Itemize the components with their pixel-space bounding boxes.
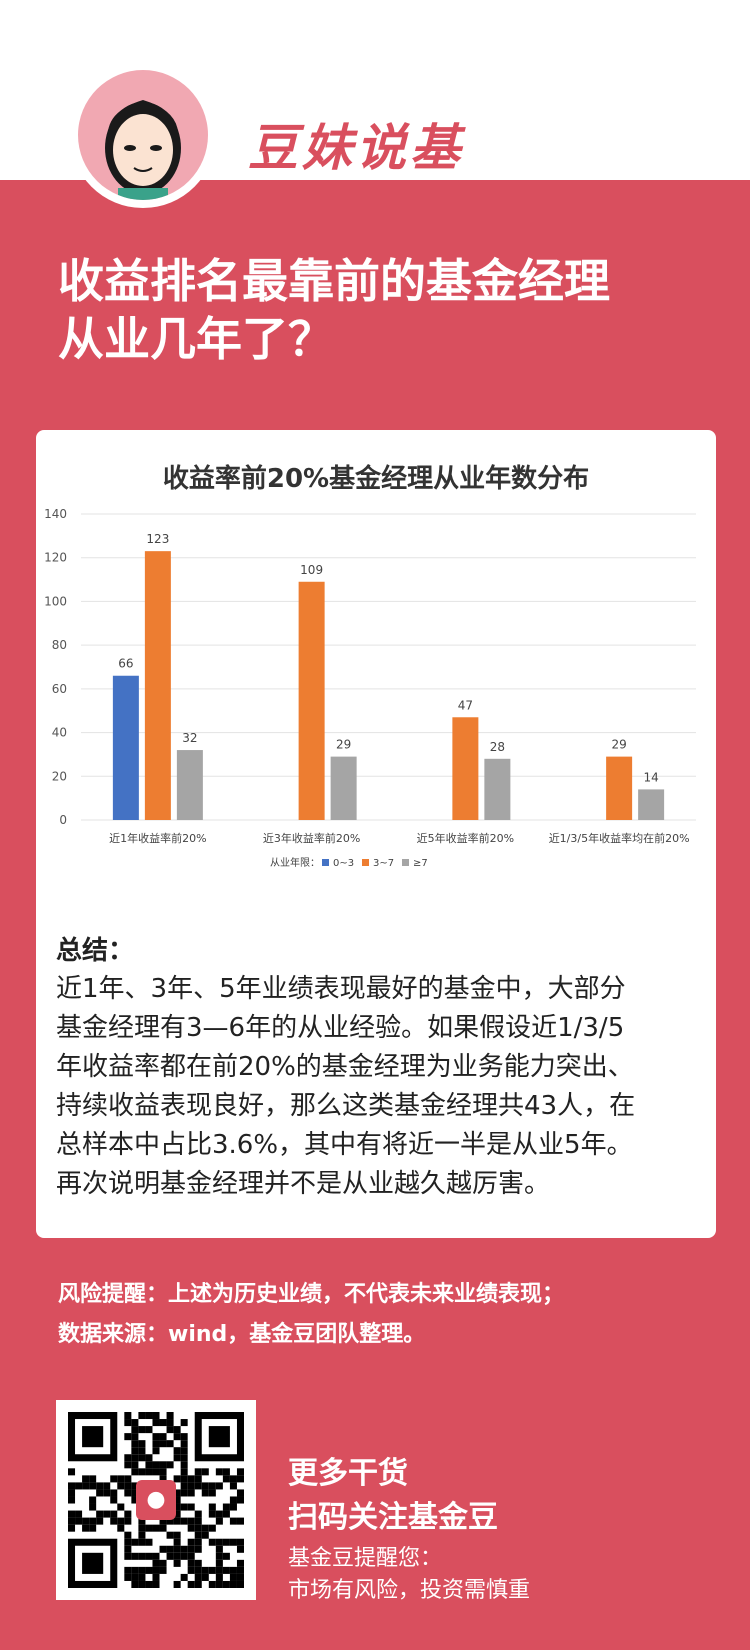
x-tick-label: 近3年收益率前20% [263,831,360,845]
summary-line: 持续收益表现良好，那么这类基金经理共43人，在 [56,1091,636,1121]
source-note: 数据来源：wind，基金豆团队整理。 [58,1322,426,1347]
qr-code[interactable]: ● [56,1400,256,1600]
data-label: 109 [300,563,323,577]
data-label: 29 [611,738,626,752]
y-tick-label: 20 [52,769,67,783]
summary-line: 总样本中占比3.6%，其中有将近一半是从业5年。 [56,1130,633,1160]
summary-body: 近1年、3年、5年业绩表现最好的基金中，大部分 基金经理有3—6年的从业经验。如… [56,970,706,1204]
legend-label: ≥7 [413,858,428,869]
cta-reminder: 基金豆提醒您： [288,1546,443,1571]
bar [484,758,511,820]
content-card: 收益率前20%基金经理从业年数分布 0 20 40 60 80 100 120 140 66 12… [36,430,716,1238]
risk-note: 风险提醒：上述为历史业绩，不代表未来业绩表现； [58,1282,565,1307]
bar [452,717,479,820]
legend-swatch [362,859,369,866]
legend-swatch [322,859,329,866]
bar [638,789,665,820]
bar [606,756,633,820]
cta-risk: 市场有风险，投资需慎重 [288,1578,531,1603]
x-tick-label: 近1/3/5年收益率均在前20% [549,831,690,845]
data-label: 32 [182,731,197,745]
data-label: 66 [118,657,133,671]
data-label: 28 [490,740,505,754]
chart-title: 收益率前20%基金经理从业年数分布 [162,464,590,494]
data-label: 14 [643,770,658,784]
y-tick-label: 120 [44,551,67,565]
bar [144,551,171,820]
avatar-frame [70,62,216,208]
data-label: 123 [146,532,169,546]
data-label: 29 [336,738,351,752]
y-tick-label: 40 [52,726,67,740]
y-tick-label: 0 [59,813,67,827]
bar [330,756,357,820]
bar [176,750,203,820]
x-tick-label: 近1年收益率前20% [109,831,206,845]
legend-title: 从业年限： [270,856,320,869]
summary-line: 基金经理有3—6年的从业经验。如果假设近1/3/5 [56,1013,625,1043]
data-label: 47 [458,698,473,712]
cta-follow: 扫码关注基金豆 [288,1500,498,1535]
y-tick-label: 60 [52,682,67,696]
legend-label: 0~3 [333,858,354,869]
cta-more: 更多干货 [288,1456,408,1491]
avatar [78,70,208,200]
bean-logo-icon: ● [136,1480,176,1520]
summary-heading: 总结： [56,936,135,966]
y-tick-label: 100 [44,594,67,608]
legend-label: 3~7 [373,858,394,869]
cartoon-girl-avatar-icon [105,100,181,200]
x-tick-label: 近5年收益率前20% [417,831,514,845]
legend-swatch [402,859,409,866]
headline-line-2: 从业几年了？ [58,312,334,366]
summary-line: 再次说明基金经理并不是从业越久越厉害。 [56,1169,551,1199]
bar-chart: 0 20 40 60 80 100 120 140 66 123 32 近1年收益率前20% 109 29… [44,507,696,869]
summary-line: 近1年、3年、5年业绩表现最好的基金中，大部分 [56,974,626,1004]
bar [298,581,325,820]
summary-line: 年收益率都在前20%的基金经理为业务能力突出、 [56,1052,634,1082]
qr-code-icon [68,1412,244,1588]
bar [112,675,139,820]
headline-line-1: 收益排名最靠前的基金经理 [58,254,610,308]
y-tick-label: 80 [52,638,67,652]
y-tick-label: 140 [44,507,67,521]
brand-logo-text: 豆妹说基 [248,119,464,177]
